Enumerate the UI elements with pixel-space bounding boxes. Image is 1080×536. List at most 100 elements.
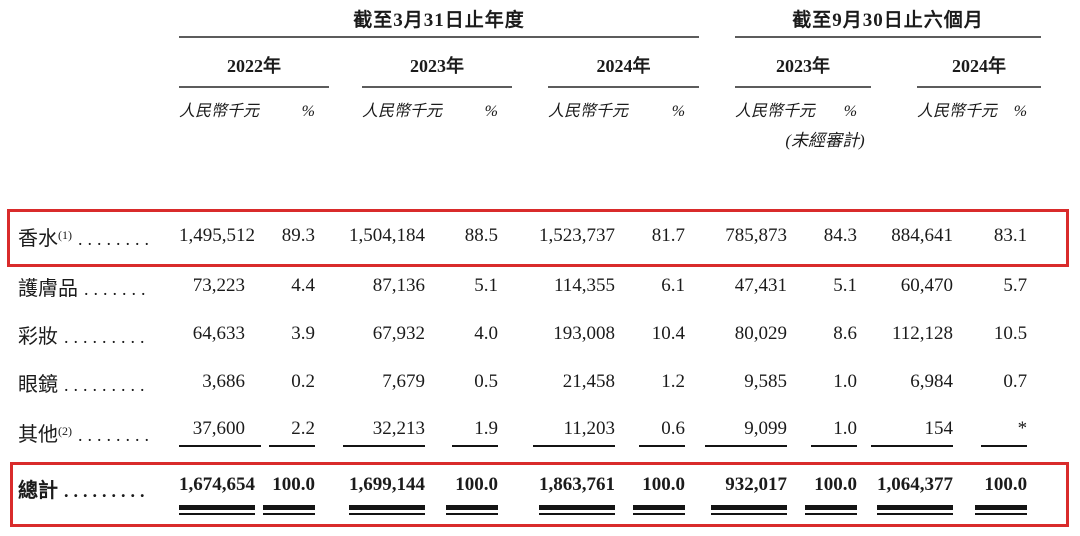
- spacer-cell: [14, 36, 179, 44]
- revenue-breakdown-table: 截至3月31日止年度 截至9月30日止六個月 2022年 2023年 2024年…: [14, 0, 1042, 536]
- period-underline-right: [699, 36, 1042, 44]
- table-body: 香水(1)........ 1,495,512 89.3 1,504,184 88.5 1…: [14, 152, 1041, 536]
- unit-header-group: 人民幣千元%: [699, 94, 871, 124]
- rmb-thousand-label: 人民幣千元: [735, 103, 816, 120]
- unit-header-group: 人民幣千元%: [512, 94, 699, 124]
- percent-cell: 0.6: [629, 406, 699, 458]
- spacer-cell: [14, 44, 179, 86]
- table-row: 眼鏡......... 3,686 0.2 7,679 0.5 21,458 1.2 9,58…: [14, 358, 1041, 406]
- percent-cell: 0.7: [1003, 371, 1028, 392]
- total-row: 總計......... 1,674,654 100.0 1,699,144 100.0 1…: [14, 458, 1041, 536]
- percent-cell: 100.0: [629, 458, 699, 536]
- amount-cell: 1,863,761: [512, 458, 629, 536]
- rmb-thousand-label: 人民幣千元: [179, 103, 260, 120]
- amount-cell: 1,674,654: [179, 458, 259, 536]
- percent-cell: 81.7: [651, 225, 686, 246]
- period-title-fiscal-year: 截至3月31日止年度: [353, 9, 525, 31]
- period-title-row: 截至3月31日止年度 截至9月30日止六個月: [14, 0, 1041, 36]
- percent-cell: 4.4: [291, 275, 315, 296]
- dot-leader: .........: [64, 481, 150, 501]
- spacer-cell: [871, 124, 1041, 152]
- amount-cell: 11,203: [512, 406, 629, 458]
- year-2024: 2024年: [596, 56, 651, 76]
- spacer-cell: [14, 0, 179, 36]
- percent-cell: 8.6: [833, 323, 858, 344]
- amount-cell: 1,064,377: [871, 458, 967, 536]
- percent-cell: 1.9: [439, 406, 512, 458]
- table-row: 護膚品....... 73,223 4.4 87,136 5.1 114,355 6.1 47…: [14, 262, 1041, 310]
- amount-cell: 884,641: [891, 225, 954, 246]
- amount-cell: 112,128: [892, 323, 954, 344]
- row-label-cell: 護膚品.......: [14, 262, 179, 310]
- year-underline: [699, 86, 872, 94]
- percent-cell: 5.1: [474, 275, 498, 296]
- year-2024-interim: 2024年: [952, 56, 1007, 76]
- row-label-cell: 彩妝.........: [14, 310, 179, 358]
- row-label: 香水: [18, 227, 58, 250]
- row-label-cell: 總計.........: [14, 458, 179, 536]
- amount-cell: 3,686: [202, 371, 245, 392]
- dot-leader: ........: [78, 425, 154, 445]
- percent-header: %: [671, 103, 686, 120]
- percent-cell: 5.7: [1003, 275, 1028, 296]
- percent-cell: 0.5: [474, 371, 498, 392]
- table-row: 其他(2)........ 37,600 2.2 32,213 1.9 11,203 0.6…: [14, 406, 1041, 458]
- percent-cell: 2.2: [259, 406, 329, 458]
- row-label: 護膚品: [18, 277, 78, 300]
- amount-cell: 9,099: [699, 406, 801, 458]
- year-underline: [512, 86, 700, 94]
- unit-header-group: 人民幣千元%: [179, 94, 329, 124]
- table-header: 截至3月31日止年度 截至9月30日止六個月 2022年 2023年 2024年…: [14, 0, 1042, 152]
- row-label: 其他: [18, 424, 58, 446]
- percent-cell: 0.2: [291, 371, 315, 392]
- percent-header: %: [843, 103, 858, 120]
- row-label: 彩妝: [18, 325, 58, 348]
- amount-cell: 6,984: [910, 371, 954, 392]
- rmb-thousand-label: 人民幣千元: [548, 103, 629, 120]
- year-underline: [329, 86, 512, 94]
- percent-cell: 6.1: [661, 275, 686, 296]
- amount-cell: 1,504,184: [349, 225, 425, 246]
- amount-cell: 1,523,737: [539, 225, 615, 246]
- amount-cell: 154: [871, 406, 967, 458]
- row-label-cell: 其他(2)........: [14, 406, 179, 458]
- amount-cell: 64,633: [192, 323, 245, 344]
- percent-cell: 89.3: [281, 225, 315, 246]
- amount-cell: 7,679: [382, 371, 425, 392]
- percent-cell: 100.0: [967, 458, 1041, 536]
- unit-header-row: 人民幣千元% 人民幣千元% 人民幣千元% 人民幣千元% 人民幣千元%: [14, 94, 1041, 124]
- spacer-cell: [14, 86, 179, 94]
- rmb-thousand-label: 人民幣千元: [362, 103, 443, 120]
- year-2022: 2022年: [227, 56, 281, 76]
- dot-leader: ........: [78, 228, 154, 249]
- percent-cell: 1.0: [833, 371, 858, 392]
- year-2023: 2023年: [410, 56, 464, 76]
- row-label: 總計: [18, 480, 58, 502]
- spacer-cell: [14, 94, 179, 124]
- spacer-row: [14, 152, 1041, 210]
- dot-leader: .......: [84, 278, 151, 299]
- amount-cell: 80,029: [734, 323, 788, 344]
- percent-cell: 88.5: [464, 225, 498, 246]
- amount-cell: 60,470: [900, 275, 954, 296]
- period-underline-row: [14, 36, 1042, 44]
- rmb-thousand-label: 人民幣千元: [917, 103, 998, 120]
- percent-cell: 1.2: [661, 371, 686, 392]
- amount-cell: 193,008: [553, 323, 615, 344]
- percent-header: %: [301, 103, 315, 120]
- amount-cell: 1,699,144: [329, 458, 439, 536]
- unit-header-group: 人民幣千元%: [329, 94, 512, 124]
- period-title-six-months: 截至9月30日止六個月: [792, 9, 984, 31]
- unit-header-group: 人民幣千元%: [871, 94, 1041, 124]
- percent-cell: 1.0: [801, 406, 871, 458]
- year-underline-row: [14, 86, 1042, 94]
- amount-cell: 785,873: [725, 225, 788, 246]
- unaudited-note: (未經審計): [785, 130, 865, 150]
- percent-cell: 100.0: [439, 458, 512, 536]
- footnote-marker: (1): [58, 227, 72, 242]
- row-label-cell: 香水(1)........: [14, 210, 179, 262]
- amount-cell: 47,431: [734, 275, 788, 296]
- percent-cell: 5.1: [833, 275, 858, 296]
- table-row: 彩妝......... 64,633 3.9 67,932 4.0 193,008 10.4…: [14, 310, 1041, 358]
